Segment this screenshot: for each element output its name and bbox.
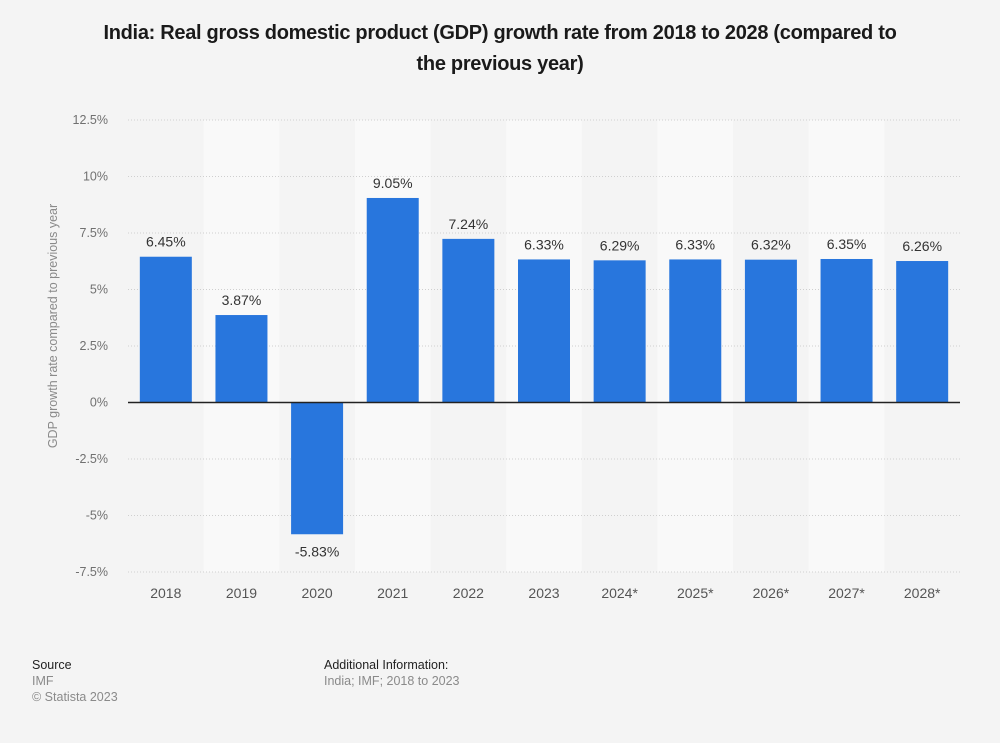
value-label: 6.29% (600, 237, 640, 253)
bar (139, 256, 192, 403)
value-label: 6.32% (751, 237, 791, 253)
x-tick-label: 2019 (226, 585, 257, 601)
value-labels: 6.45% 3.87% -5.83% 9.05% 7.24% 6.33% 6.29% 6.33… (146, 175, 942, 559)
y-tick-label: 5% (90, 283, 108, 297)
x-tick-label: 2021 (377, 585, 408, 601)
y-tick-label: 10% (83, 170, 108, 184)
bars (139, 197, 949, 535)
additional-info-text: India; IMF; 2018 to 2023 (324, 674, 460, 688)
bar (669, 259, 722, 403)
bar (744, 259, 797, 403)
value-label: 6.33% (524, 236, 564, 252)
value-label: 6.45% (146, 234, 186, 250)
y-tick-label: -5% (86, 509, 108, 523)
value-label: -5.83% (295, 543, 339, 559)
x-tick-label: 2027* (828, 585, 865, 601)
value-label: 7.24% (449, 216, 489, 232)
y-tick-label: 12.5% (73, 113, 108, 127)
x-tick-label: 2028* (904, 585, 941, 601)
y-tick-label: 7.5% (80, 226, 109, 240)
value-label: 6.35% (827, 236, 867, 252)
y-tick-label: -7.5% (75, 565, 108, 579)
y-axis-label: GDP growth rate compared to previous yea… (46, 204, 60, 448)
x-tick-label: 2022 (453, 585, 484, 601)
source-block: Source IMF © Statista 2023 (32, 657, 118, 705)
x-tick-label: 2020 (302, 585, 333, 601)
bar (215, 315, 268, 403)
x-axis-ticks: 2018 2019 2020 2021 2022 2023 2024* 2025* 2026* 2… (150, 585, 941, 601)
additional-info-block: Additional Information: India; IMF; 2018… (324, 657, 460, 689)
value-label: 9.05% (373, 175, 413, 191)
bar-chart: 12.5% 10% 7.5% 5% 2.5% 0% -2.5% -5% -7.5% 6.45% 3… (46, 113, 960, 601)
y-axis-ticks: 12.5% 10% 7.5% 5% 2.5% 0% -2.5% -5% -7.5% (73, 113, 108, 579)
x-tick-label: 2018 (150, 585, 181, 601)
value-label: 6.33% (675, 236, 715, 252)
y-tick-label: -2.5% (75, 452, 108, 466)
value-label: 3.87% (222, 292, 262, 308)
copyright: © Statista 2023 (32, 690, 118, 704)
chart-title: India: Real gross domestic product (GDP)… (40, 18, 960, 80)
x-tick-label: 2025* (677, 585, 714, 601)
chart-title-line-2: the previous year) (416, 53, 584, 75)
bar (593, 260, 646, 403)
bar (518, 259, 570, 403)
value-label: 6.26% (902, 238, 942, 254)
x-tick-label: 2024* (601, 585, 638, 601)
y-tick-label: 2.5% (80, 339, 109, 353)
bar (442, 238, 495, 403)
bar (896, 261, 949, 403)
bar (820, 258, 873, 403)
y-tick-label: 0% (90, 396, 108, 410)
bar (366, 197, 419, 403)
additional-info-heading: Additional Information: (324, 658, 449, 672)
x-tick-label: 2026* (753, 585, 790, 601)
source-name: IMF (32, 674, 54, 688)
chart-title-line-1: India: Real gross domestic product (GDP)… (103, 22, 897, 44)
x-tick-label: 2023 (528, 585, 559, 601)
bar (291, 402, 344, 535)
source-heading: Source (32, 658, 72, 672)
